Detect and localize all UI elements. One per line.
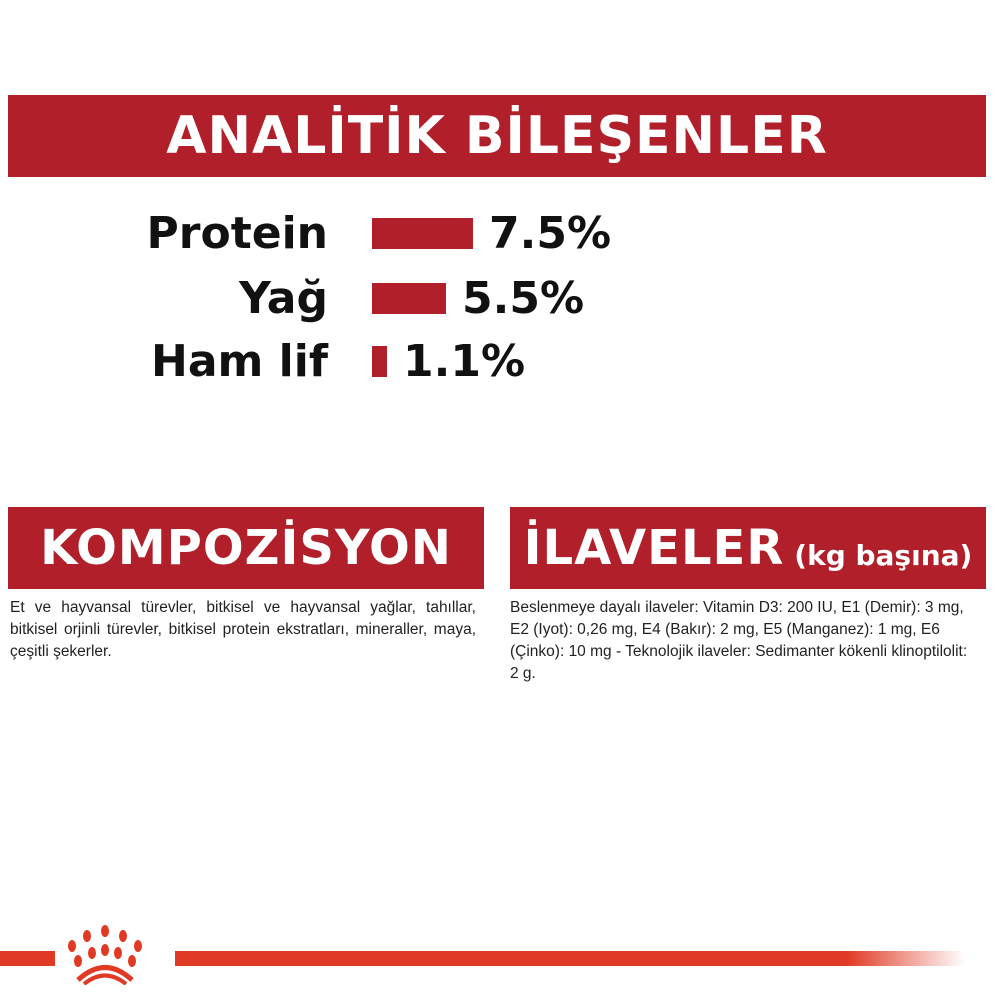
additives-text: Beslenmeye dayalı ilaveler: Vitamin D3: … <box>510 599 968 682</box>
composition-title: KOMPOZİSYON <box>40 520 452 576</box>
row-bar <box>372 218 473 249</box>
row-label: Protein <box>146 208 328 259</box>
composition-text: Et ve hayvansal türevler, bitkisel ve ha… <box>10 599 476 660</box>
additives-title: İLAVELER <box>523 520 785 576</box>
composition-title-banner: KOMPOZİSYON <box>8 507 484 589</box>
analytic-row-fiber: Ham lif 1.1% <box>0 336 1000 387</box>
additives-title-banner: İLAVELER (kg başına) <box>510 507 986 589</box>
row-value: 5.5% <box>462 273 585 324</box>
footer-line-left <box>0 951 55 966</box>
row-bar <box>372 346 387 377</box>
row-label: Ham lif <box>151 336 328 387</box>
row-label: Yağ <box>238 273 328 324</box>
analytic-row-protein: Protein 7.5% <box>0 208 1000 259</box>
analytic-title-banner: ANALİTİK BİLEŞENLER <box>8 95 986 177</box>
additives-subtitle: (kg başına) <box>794 538 973 572</box>
analytic-row-fat: Yağ 5.5% <box>0 273 1000 324</box>
row-value: 7.5% <box>489 208 612 259</box>
row-value: 1.1% <box>403 336 526 387</box>
row-bar <box>372 283 446 314</box>
crown-paw-logo-icon <box>68 925 142 985</box>
footer-line <box>175 951 965 966</box>
analytic-title: ANALİTİK BİLEŞENLER <box>166 106 828 166</box>
